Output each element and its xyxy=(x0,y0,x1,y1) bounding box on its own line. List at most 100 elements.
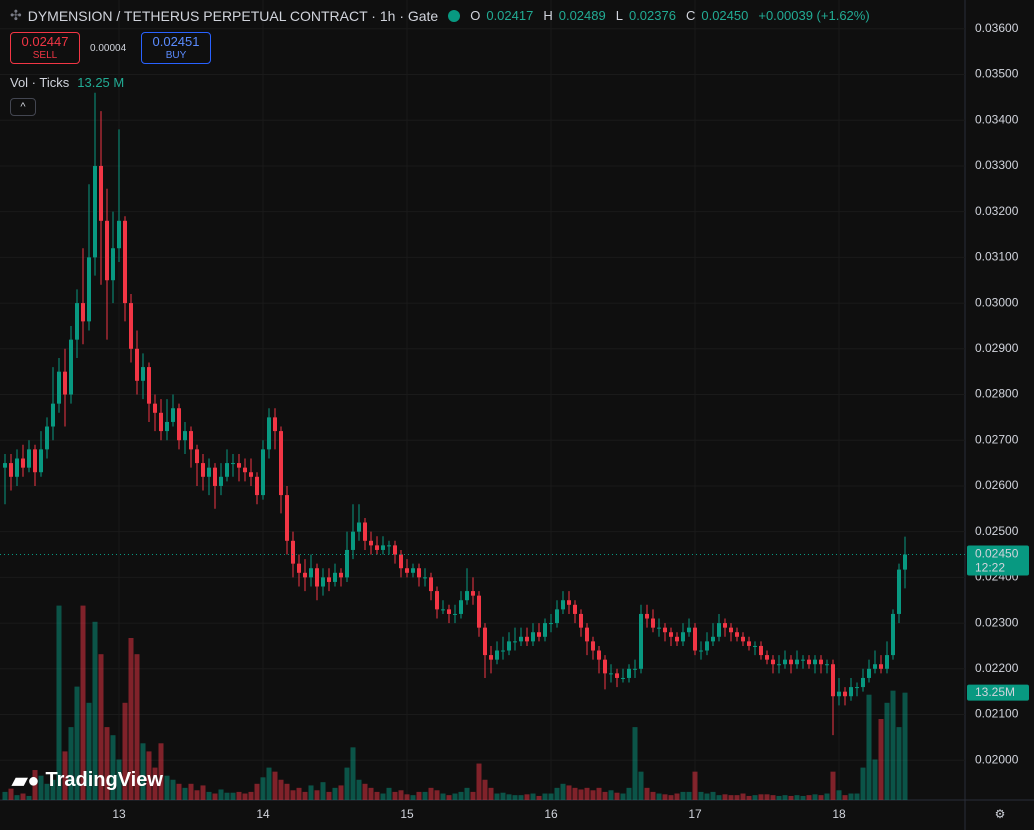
candle-body xyxy=(153,403,157,413)
candle-body xyxy=(627,668,631,678)
candle-body xyxy=(777,664,781,666)
volume-bar xyxy=(200,785,206,800)
volume-bar xyxy=(782,795,788,800)
volume-bar xyxy=(890,690,896,800)
volume-bar xyxy=(764,794,770,800)
volume-bar xyxy=(170,779,176,800)
y-tick-label: 0.03300 xyxy=(975,158,1019,172)
change: +0.00039 (+1.62%) xyxy=(758,8,870,23)
candle-body xyxy=(339,572,343,578)
collapse-button[interactable]: ^ xyxy=(10,98,36,116)
logo-mark: ▰● xyxy=(12,770,40,792)
x-tick-label: 16 xyxy=(544,807,558,821)
sell-button[interactable]: 0.02447 SELL xyxy=(10,32,80,64)
volume-bar xyxy=(698,791,704,800)
candle-body xyxy=(609,673,613,675)
candle-body xyxy=(717,623,721,637)
y-tick-label: 0.02900 xyxy=(975,341,1019,355)
volume-bar xyxy=(704,793,710,800)
y-tick-label: 0.02600 xyxy=(975,478,1019,492)
candle-body xyxy=(843,691,847,697)
volume-bar xyxy=(746,795,752,800)
candle-body xyxy=(327,577,331,582)
volume-bar xyxy=(770,795,776,800)
candle-body xyxy=(75,303,79,340)
volume-bar xyxy=(824,793,830,800)
buy-button[interactable]: 0.02451 BUY xyxy=(141,32,211,64)
candle-body xyxy=(615,673,619,678)
volume-bar xyxy=(818,795,824,800)
volume-bar xyxy=(668,795,674,800)
volume-bar xyxy=(806,795,812,800)
last-price-label: 0.02450 xyxy=(975,547,1019,561)
candle-body xyxy=(519,636,523,642)
candle-body xyxy=(135,348,139,381)
volume-bar xyxy=(716,795,722,800)
candle-body xyxy=(591,641,595,651)
x-tick-label: 13 xyxy=(112,807,126,821)
countdown: 12:22 xyxy=(975,561,1005,575)
volume-badge xyxy=(967,684,1029,701)
volume-bar xyxy=(32,770,38,800)
candle-body xyxy=(459,600,463,614)
candle-body xyxy=(879,664,883,669)
candle-body xyxy=(111,248,115,281)
candle-body xyxy=(513,641,517,643)
candle-body xyxy=(15,458,19,477)
volume-bar xyxy=(56,605,62,800)
volume-bar xyxy=(584,787,590,800)
candle-body xyxy=(201,463,205,477)
ohlc-key: H xyxy=(543,8,553,23)
volume-bar xyxy=(416,791,422,800)
candle-body xyxy=(93,165,97,258)
y-tick-label: 0.02100 xyxy=(975,707,1019,721)
candle-body xyxy=(537,632,541,637)
volume-bar xyxy=(218,789,224,800)
volume-bar xyxy=(410,795,416,800)
x-tick-label: 18 xyxy=(832,807,846,821)
logo-text: TradingView xyxy=(45,769,163,791)
buy-price: 0.02451 xyxy=(152,34,200,49)
candle-body xyxy=(303,572,307,578)
candle-body xyxy=(789,659,793,665)
candle-body xyxy=(765,655,769,660)
volume-bar xyxy=(158,743,164,800)
volume-bar xyxy=(566,785,572,800)
y-tick-label: 0.03200 xyxy=(975,204,1019,218)
volume-bar xyxy=(794,795,800,800)
indicator-value: 13.25 M xyxy=(77,75,125,90)
volume-bar xyxy=(740,793,746,800)
candle-body xyxy=(471,591,475,596)
volume-bar xyxy=(734,795,740,800)
volume-bar xyxy=(212,793,218,800)
volume-bar xyxy=(284,783,290,800)
header: ✣ DYMENSION / TETHERUS PERPETUAL CONTRAC… xyxy=(10,7,874,24)
candle-body xyxy=(567,600,571,605)
candle-body xyxy=(543,623,547,637)
x-tick-label: 17 xyxy=(688,807,702,821)
volume-bar xyxy=(128,638,134,800)
volume-bar xyxy=(428,787,434,800)
volume-bar xyxy=(884,702,890,800)
volume-bar xyxy=(848,793,854,800)
candle-body xyxy=(903,554,907,570)
volume-bar xyxy=(572,787,578,800)
candle-body xyxy=(465,591,469,601)
volume-bar xyxy=(902,692,908,800)
volume-bar xyxy=(536,795,542,800)
volume-bar xyxy=(560,783,566,800)
volume-bar xyxy=(356,779,362,800)
volume-bar xyxy=(662,794,668,800)
volume-bar xyxy=(74,686,80,800)
volume-bar xyxy=(278,779,284,800)
volume-bar xyxy=(26,795,32,800)
volume-bar xyxy=(152,767,158,800)
volume-bar xyxy=(596,787,602,800)
volume-bar xyxy=(422,791,428,800)
volume-bar xyxy=(8,788,14,800)
candle-body xyxy=(447,609,451,614)
candle-body xyxy=(171,408,175,422)
candle-body xyxy=(837,691,841,697)
candle-body xyxy=(333,572,337,582)
candle-body xyxy=(579,613,583,628)
